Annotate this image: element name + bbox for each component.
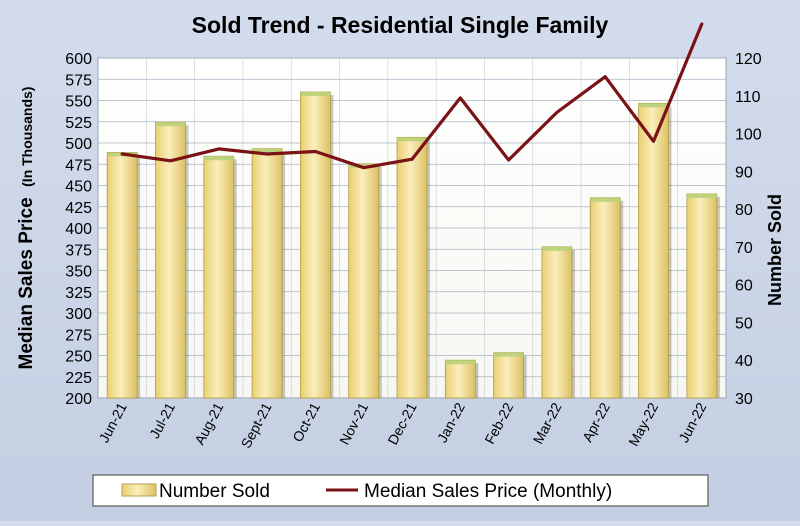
x-tick-label: Mar-22 — [530, 400, 565, 447]
x-tick-label: Jun-21 — [96, 400, 130, 445]
x-tick-label: May-22 — [625, 400, 661, 449]
bar-top-cap — [445, 360, 476, 365]
x-tick-label: Nov-21 — [336, 400, 371, 448]
left-tick-label: 400 — [65, 221, 92, 238]
x-tick-label: Jan-22 — [434, 400, 468, 445]
left-tick-label: 550 — [65, 94, 92, 111]
left-tick-label: 250 — [65, 349, 92, 366]
x-axis-ticks: Jun-21 Jul-21 Aug-21 Sept-21 Oct-21 Nov-21 Dec… — [96, 400, 710, 451]
bar — [251, 148, 283, 399]
bar — [155, 121, 186, 399]
bar — [300, 91, 331, 399]
left-tick-label: 225 — [65, 370, 92, 387]
chart-title: Sold Trend - Residential Single Family — [192, 12, 609, 38]
left-tick-label: 575 — [65, 72, 92, 89]
left-tick-label: 350 — [65, 264, 92, 281]
bar — [638, 102, 669, 399]
left-tick-label: 525 — [65, 115, 92, 132]
left-tick-label: 600 — [65, 51, 92, 68]
bar-series — [106, 91, 720, 399]
legend-bar-swatch — [121, 483, 157, 497]
right-tick-label: 110 — [735, 89, 761, 106]
bar — [541, 246, 573, 399]
right-axis-label: Number Sold — [765, 194, 785, 306]
left-tick-label: 425 — [65, 200, 92, 217]
left-tick-label: 500 — [65, 136, 92, 153]
right-tick-label: 40 — [735, 353, 753, 370]
legend-line-label: Median Sales Price (Monthly) — [364, 481, 612, 502]
right-tick-label: 70 — [735, 240, 753, 257]
bar — [106, 152, 138, 399]
median-price-line — [120, 22, 704, 170]
right-tick-label: 30 — [735, 391, 753, 408]
legend: Number Sold Median Sales Price (Monthly) — [92, 474, 709, 507]
left-tick-label: 450 — [65, 179, 92, 196]
bar — [589, 197, 621, 399]
right-axis-ticks: 30 40 50 60 70 80 90 100 110 120 — [735, 51, 762, 408]
x-tick-label: Oct-21 — [289, 400, 323, 445]
x-tick-label: Jul-21 — [146, 400, 178, 441]
x-tick-label: Aug-21 — [191, 400, 226, 448]
bar-top-cap — [541, 246, 572, 251]
x-tick-label: Sept-21 — [238, 400, 275, 451]
bar-top-cap — [203, 156, 234, 161]
right-tick-label: 50 — [735, 315, 753, 332]
left-tick-label: 275 — [65, 327, 92, 344]
bar-top-cap — [155, 122, 186, 127]
left-tick-label: 325 — [65, 285, 92, 302]
bar — [493, 352, 524, 399]
legend-bar-label: Number Sold — [159, 481, 270, 502]
right-tick-label: 120 — [735, 51, 762, 68]
left-tick-label: 200 — [65, 391, 92, 408]
left-axis-label: Median Sales Price (In Thousands) — [16, 87, 37, 370]
left-axis-label-main: Median Sales Price — [16, 197, 37, 369]
line-series — [120, 22, 704, 170]
left-tick-label: 475 — [65, 157, 92, 174]
bar-top-cap — [348, 163, 379, 168]
bar-top-cap — [686, 194, 717, 198]
bar — [444, 359, 476, 399]
right-tick-label: 90 — [735, 164, 753, 181]
bar-top-cap — [638, 103, 669, 108]
x-tick-label: Feb-22 — [481, 400, 516, 447]
left-tick-label: 375 — [65, 242, 92, 259]
right-tick-label: 100 — [735, 127, 762, 144]
x-tick-label: Dec-21 — [384, 400, 419, 448]
x-tick-label: Apr-22 — [579, 400, 613, 445]
bar-top-cap — [252, 148, 283, 153]
bar-top-cap — [397, 137, 427, 142]
right-tick-label: 60 — [735, 278, 753, 295]
left-axis-ticks: 200 225 250 275 300 325 350 375 400 425 450 475 500 5… — [65, 51, 92, 408]
x-tick-label: Jun-22 — [675, 400, 709, 445]
right-tick-label: 80 — [735, 202, 753, 219]
bar-top-cap — [493, 352, 524, 357]
legend-box — [92, 474, 709, 507]
bar — [203, 155, 235, 399]
bar — [348, 163, 380, 399]
bar — [396, 136, 428, 399]
bar-top-cap — [300, 92, 331, 96]
left-tick-label: 300 — [65, 306, 92, 323]
left-axis-label-sub: (In Thousands) — [19, 87, 35, 187]
bar-top-cap — [590, 197, 621, 202]
bar — [686, 193, 718, 399]
